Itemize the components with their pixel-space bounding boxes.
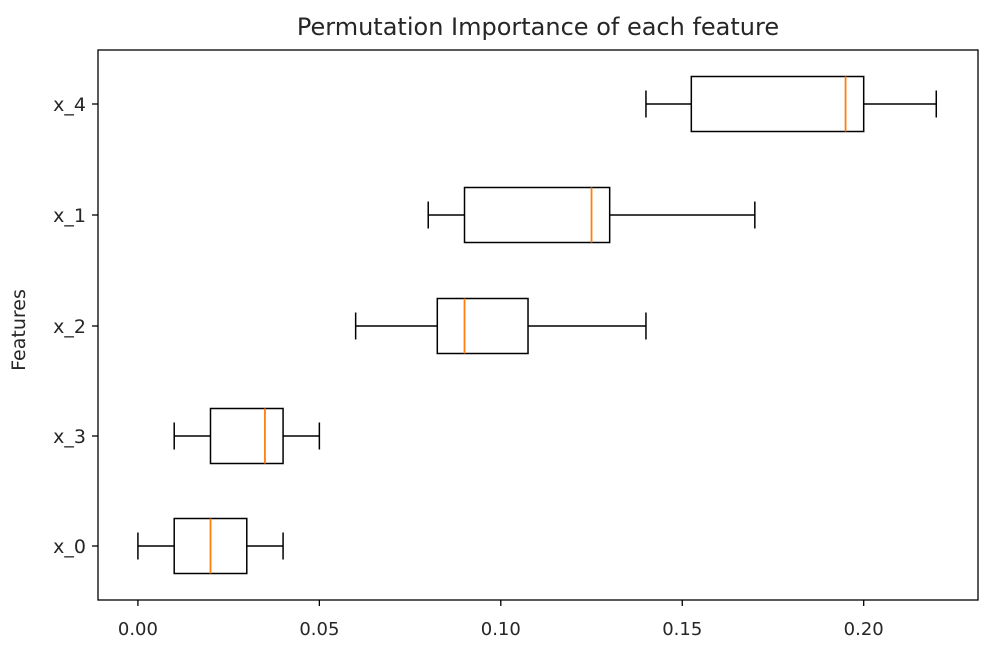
x-axis: 0.00 0.05 0.10 0.15 0.20 bbox=[118, 600, 884, 640]
box-x_1 bbox=[427, 186, 756, 244]
y-tick-label: x_4 bbox=[53, 94, 86, 116]
x-tick-label: 0.20 bbox=[844, 619, 884, 640]
y-axis: x_0 x_3 x_2 x_1 x_4 bbox=[53, 94, 98, 558]
box-x_0 bbox=[137, 517, 284, 575]
box-x_3 bbox=[173, 407, 321, 465]
x-tick-label: 0.10 bbox=[481, 619, 521, 640]
iqr-box bbox=[463, 186, 611, 244]
y-tick-label: x_3 bbox=[53, 426, 86, 448]
chart-title: Permutation Importance of each feature bbox=[297, 13, 779, 41]
plot-area bbox=[137, 75, 938, 575]
iqr-box bbox=[690, 75, 865, 133]
x-tick-label: 0.05 bbox=[299, 619, 339, 640]
y-tick-label: x_1 bbox=[53, 205, 86, 227]
box-x_4 bbox=[645, 75, 938, 133]
x-tick-label: 0.00 bbox=[118, 619, 158, 640]
iqr-box bbox=[209, 407, 284, 465]
iqr-box bbox=[436, 297, 529, 355]
x-tick-label: 0.15 bbox=[662, 619, 702, 640]
y-axis-label: Features bbox=[8, 289, 30, 371]
y-tick-label: x_0 bbox=[53, 536, 86, 558]
box-x_2 bbox=[354, 297, 647, 355]
axes-frame bbox=[97, 49, 979, 601]
y-tick-label: x_2 bbox=[53, 316, 86, 338]
